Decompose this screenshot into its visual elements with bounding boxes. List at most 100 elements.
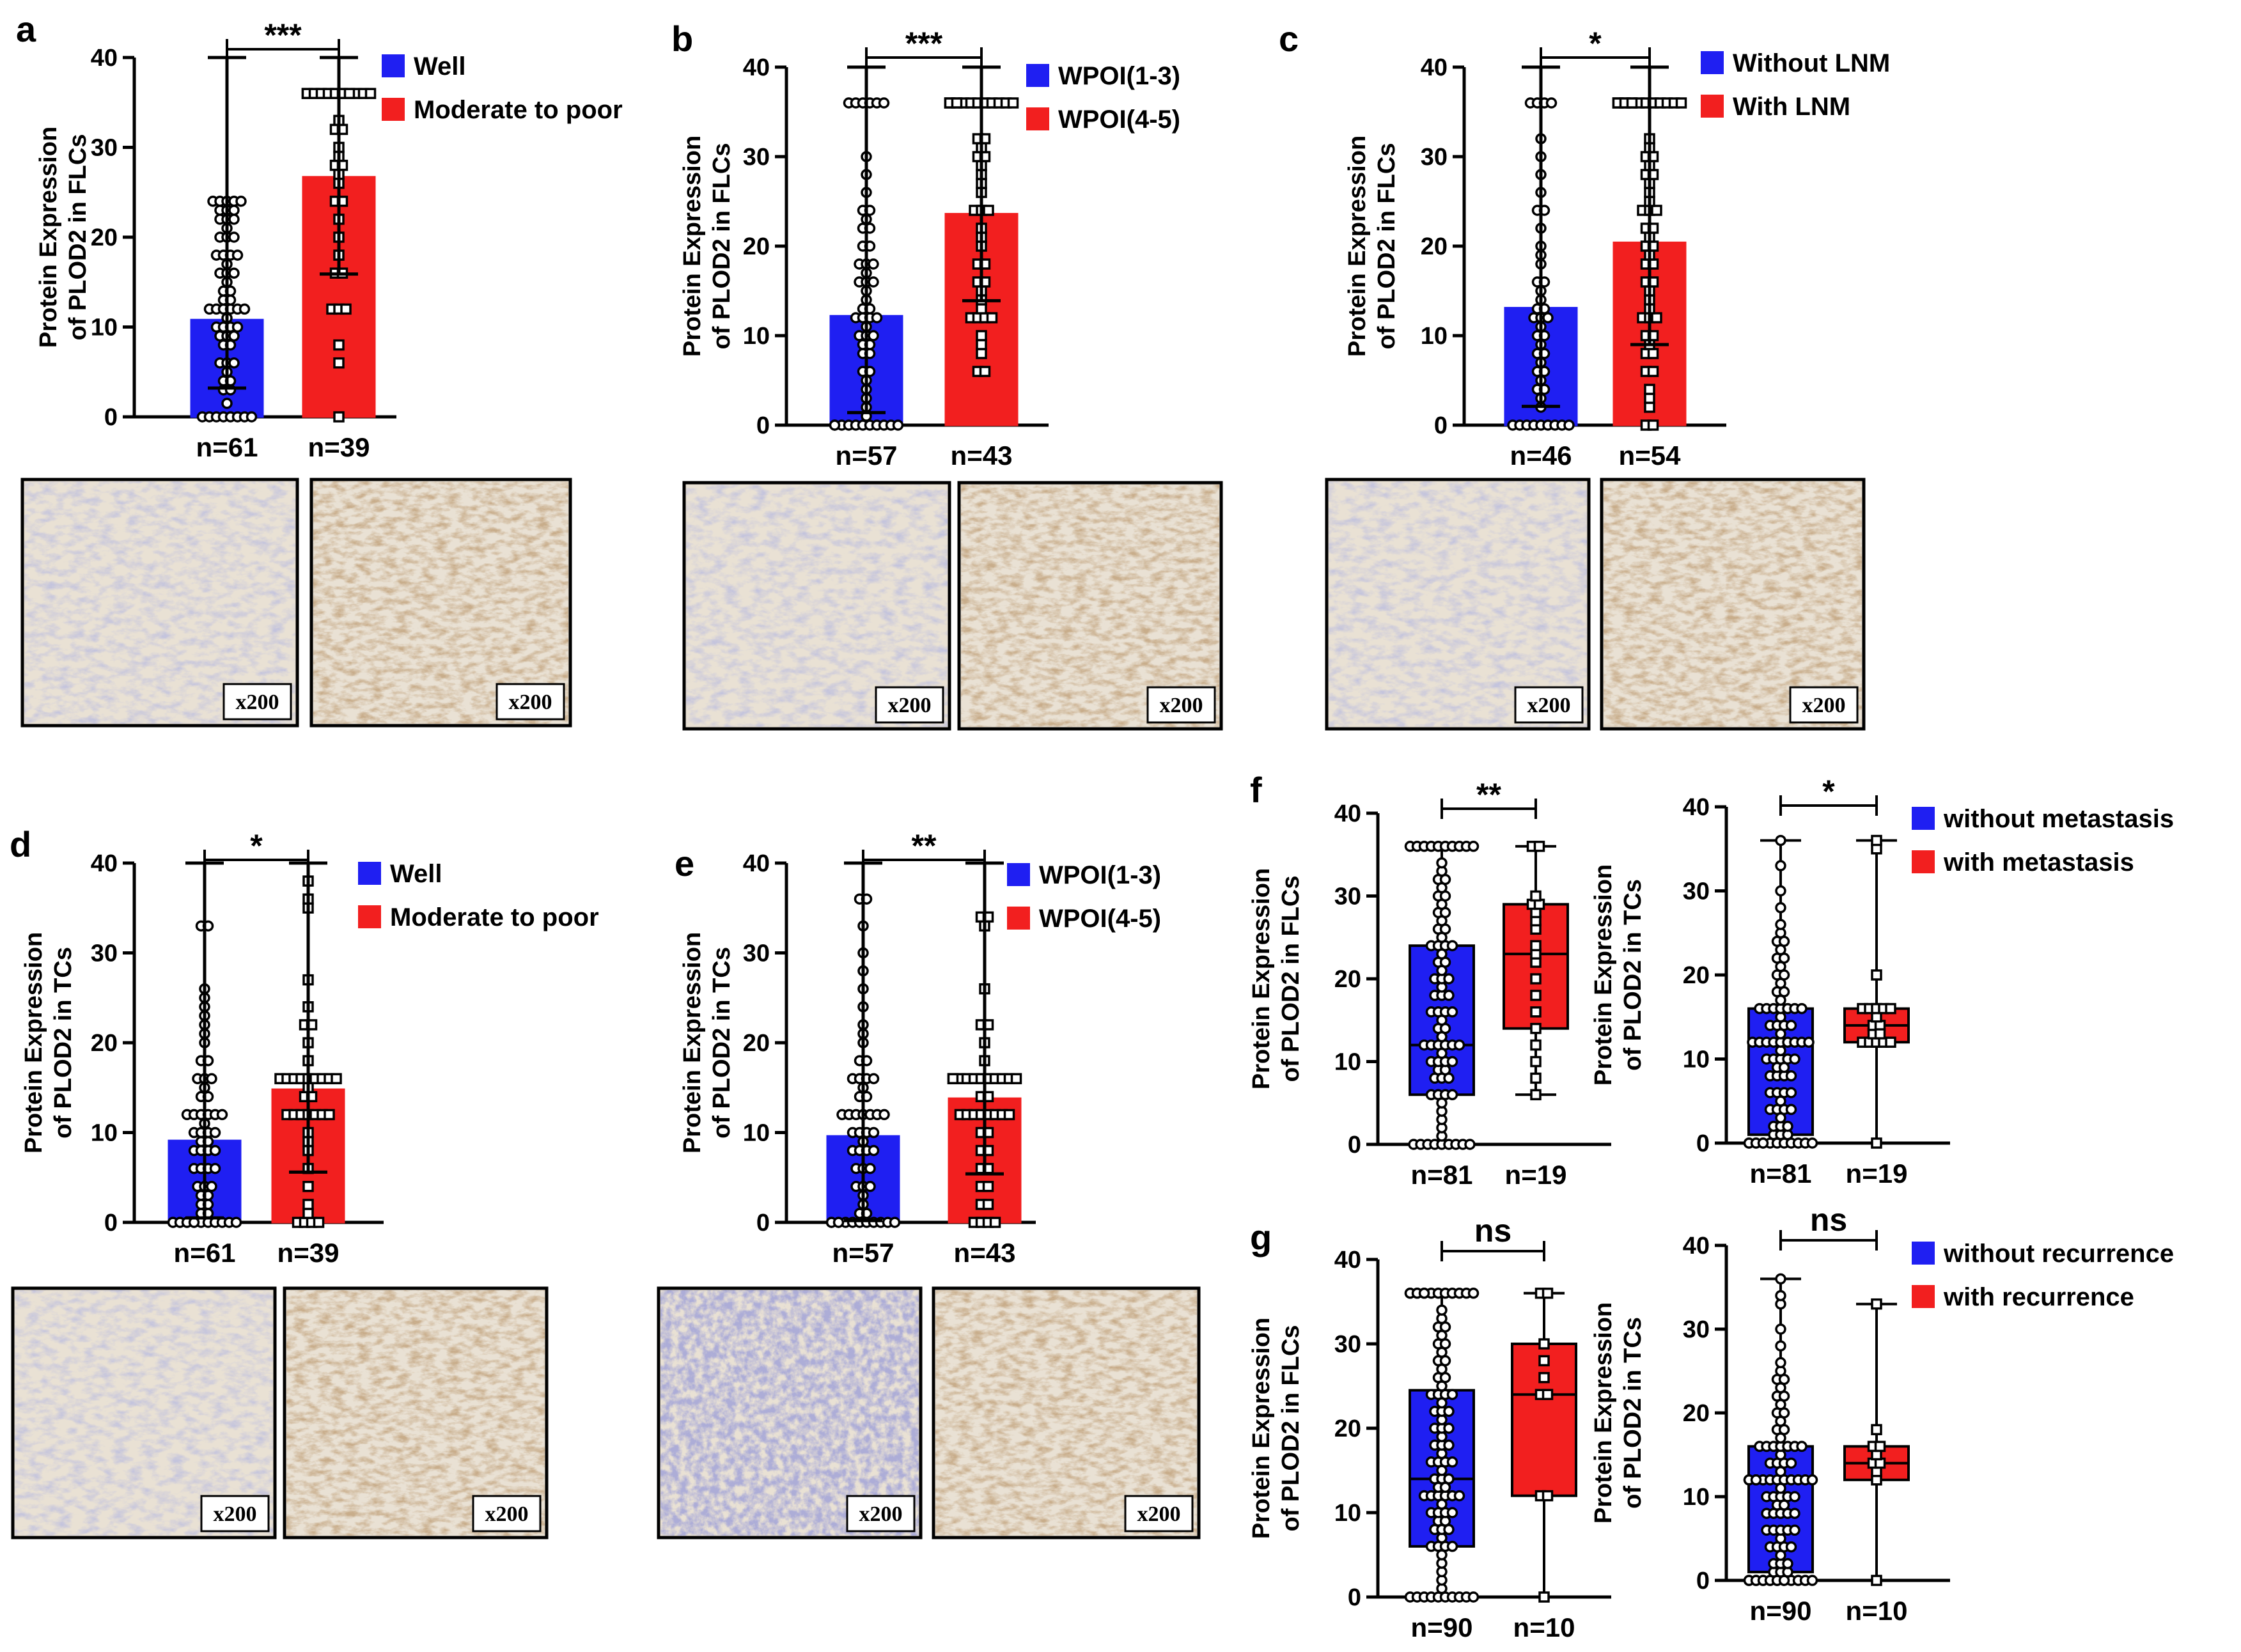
data-point-circle [1453,1490,1465,1502]
y-axis-title-line: Protein Expression [679,932,706,1153]
y-tick-label: 40 [743,850,770,877]
category-label: n=81 [1411,1160,1473,1190]
data-point-square [982,1181,994,1192]
box-1 [1511,1343,1577,1497]
data-point-square [976,348,987,359]
data-point-square [333,411,345,423]
micrograph-border [20,478,299,728]
data-point-square [1538,1591,1550,1603]
y-tick-label: 30 [1683,1316,1710,1343]
data-point-circle [1803,1036,1815,1048]
legend-label-1: with recurrence [1943,1283,2134,1311]
data-point-circle [209,1144,221,1157]
y-tick-label: 20 [91,1030,118,1057]
y-tick-label: 10 [91,1120,118,1147]
y-axis-title-line: of PLOD2 in FLCs [65,134,91,341]
y-tick-label: 40 [91,850,118,877]
chart-panel-d-3: d 0 10 20 30 40 Protein Expression of PLOD2 in … [10,824,599,1268]
data-point-circle [892,419,904,431]
significance-label: ** [912,828,937,864]
legend-swatch-0 [1912,1242,1935,1265]
data-point-circle [1443,990,1455,1001]
data-point-square [1885,1002,1896,1015]
data-point-circle [1446,940,1458,951]
y-axis-title: Protein Expression of PLOD2 in FLCs [1248,868,1304,1089]
data-point-square [340,303,352,315]
data-point-square [1542,1490,1554,1502]
micrograph-border [682,481,951,731]
data-point-square [1644,384,1655,395]
data-point-circle [228,205,240,216]
legend-swatch-0 [1026,64,1049,87]
category-label: n=19 [1846,1158,1908,1188]
data-point-circle [1563,419,1575,431]
significance-label: * [1589,26,1602,61]
significance-label: * [250,828,263,864]
data-point-circle [1443,973,1455,985]
data-point-circle [1446,1541,1458,1552]
y-tick-label: 0 [104,404,118,431]
data-point-square [983,205,994,216]
y-axis-title-line: Protein Expression [1590,864,1617,1086]
data-point-circle [864,1162,876,1174]
data-point-circle [1443,1405,1455,1417]
legend-label-1: Moderate to poor [414,96,623,124]
legend-swatch-1 [1912,850,1935,873]
data-point-circle [238,303,251,315]
data-point-circle [216,1109,228,1121]
data-point-square [976,339,987,350]
y-tick-label: 0 [756,412,770,439]
category-label: n=39 [277,1238,340,1268]
data-point-circle [868,258,879,270]
data-point-circle [1775,1357,1786,1369]
y-tick-label: 30 [91,940,118,967]
y-axis-title-line: Protein Expression [20,932,47,1153]
legend-label-0: WPOI(1-3) [1058,62,1180,90]
data-point-square [333,339,345,351]
data-point-square [1530,1006,1542,1018]
legend-label-0: without metastasis [1943,805,2174,833]
panel-letter-e: e [675,843,694,884]
data-point-circle [1464,1139,1476,1150]
data-point-square [951,97,963,109]
y-tick-label: 10 [1334,1500,1361,1527]
data-point-circle [1785,1020,1797,1031]
data-point-circle [228,357,240,369]
y-tick-label: 10 [1683,1047,1710,1073]
y-tick-label: 30 [743,940,770,967]
magnification-box [1124,1495,1194,1532]
y-tick-label: 10 [1421,323,1448,350]
significance-label: *** [264,17,302,53]
legend-swatch-1 [382,98,405,121]
category-label: n=10 [1846,1596,1908,1626]
y-axis-title-line: Protein Expression [35,127,62,348]
data-point-circle [1785,1457,1797,1469]
magnification-label: x200 [1527,694,1571,717]
category-label: n=46 [1510,440,1572,471]
legend-swatch-0 [1701,51,1724,74]
data-point-square [1530,890,1542,902]
data-point-circle [1446,1006,1458,1018]
y-axis-title: Protein Expression of PLOD2 in TCs [679,932,735,1153]
legend-label-0: Well [414,52,466,81]
data-point-circle [1446,1089,1458,1101]
panel-letter-f: f [1250,770,1262,810]
data-point-square [1675,97,1687,109]
data-point-square [1530,1089,1542,1101]
data-point-circle [246,411,258,423]
data-point-circle [221,398,233,409]
data-point-circle [1443,1439,1455,1451]
micrograph-texture [1604,481,1862,727]
panel-letter-c: c [1279,19,1299,59]
y-tick-label: 10 [1683,1484,1710,1511]
data-point-circle [1806,1137,1818,1149]
y-tick-label: 20 [743,233,770,260]
data-point-circle [868,1073,880,1084]
legend-swatch-0 [1912,807,1935,830]
data-point-square [313,1217,325,1228]
magnification-box [1146,686,1216,724]
micrograph-with-lnm: x200 [1600,478,1866,731]
data-point-circle [1778,1575,1790,1586]
data-point-circle [1775,1340,1786,1352]
